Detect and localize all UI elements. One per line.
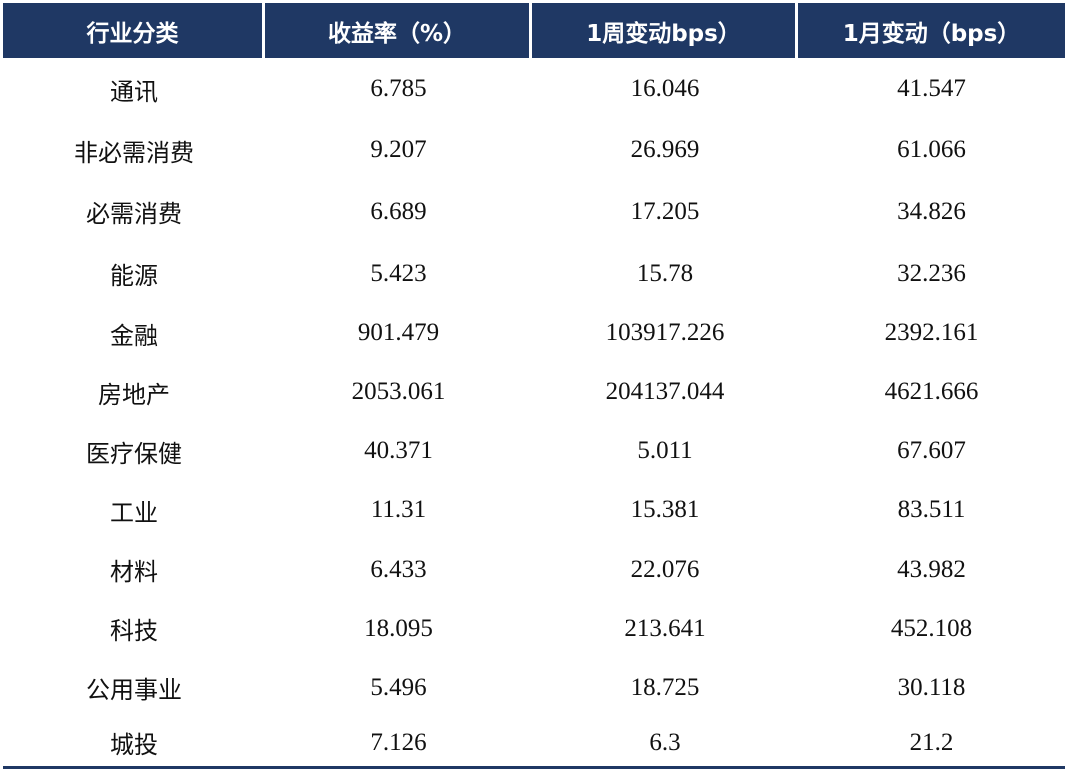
cell-industry: 非必需消费 bbox=[74, 138, 194, 167]
cell-yield: 9.207 bbox=[370, 136, 427, 163]
cell-1w-change: 26.969 bbox=[630, 136, 700, 163]
header-yield: 收益率（%） bbox=[265, 3, 532, 58]
cell-yield: 6.785 bbox=[370, 75, 427, 102]
cell-industry: 材料 bbox=[110, 558, 158, 586]
header-1m-change: 1月变动（bps） bbox=[798, 3, 1065, 58]
table-body: 通讯 6.785 16.046 41.547 非必需消费 9.207 26.969 61.06… bbox=[3, 58, 1065, 768]
cell-1m-change: 41.547 bbox=[897, 75, 966, 102]
cell-industry: 能源 bbox=[110, 262, 158, 290]
table-header: 行业分类 收益率（%） 1周变动bps） 1月变动（bps） bbox=[3, 3, 1065, 58]
cell-yield: 40.371 bbox=[364, 437, 433, 464]
cell-1m-change: 61.066 bbox=[897, 136, 966, 163]
header-industry: 行业分类 bbox=[3, 3, 265, 58]
cell-1w-change: 17.205 bbox=[630, 197, 700, 225]
cell-1w-change: 22.076 bbox=[630, 555, 700, 583]
cell-yield: 6.689 bbox=[370, 197, 427, 225]
cell-1m-change: 4621.666 bbox=[884, 378, 979, 405]
cell-1w-change: 6.3 bbox=[649, 728, 681, 756]
table-row: 工业 11.31 15.381 83.511 bbox=[3, 480, 1065, 540]
cell-yield: 901.479 bbox=[357, 319, 440, 346]
cell-yield: 7.126 bbox=[370, 728, 427, 756]
cell-1w-change: 103917.226 bbox=[605, 319, 725, 346]
cell-industry: 房地产 bbox=[98, 380, 170, 409]
table-row: 科技 18.095 213.641 452.108 bbox=[3, 599, 1065, 658]
cell-1m-change: 67.607 bbox=[897, 437, 966, 464]
cell-1m-change: 21.2 bbox=[909, 728, 954, 756]
cell-yield: 6.433 bbox=[370, 555, 427, 583]
header-row: 行业分类 收益率（%） 1周变动bps） 1月变动（bps） bbox=[3, 3, 1065, 58]
cell-industry: 城投 bbox=[110, 731, 158, 759]
cell-yield: 5.496 bbox=[370, 673, 427, 701]
cell-1w-change: 15.78 bbox=[636, 259, 694, 287]
cell-1m-change: 83.511 bbox=[897, 496, 966, 523]
cell-yield: 18.095 bbox=[364, 614, 433, 642]
cell-1m-change: 34.826 bbox=[897, 197, 966, 225]
cell-1w-change: 18.725 bbox=[630, 673, 700, 701]
table-row: 能源 5.423 15.78 32.236 bbox=[3, 243, 1065, 304]
cell-industry: 工业 bbox=[110, 498, 158, 527]
industry-yield-table: 行业分类 收益率（%） 1周变动bps） 1月变动（bps） 通讯 6.785 16… bbox=[3, 3, 1065, 768]
cell-industry: 金融 bbox=[110, 321, 158, 350]
table-row: 公用事业 5.496 18.725 30.118 bbox=[3, 658, 1065, 717]
table-row: 必需消费 6.689 17.205 34.826 bbox=[3, 180, 1065, 243]
table-row: 通讯 6.785 16.046 41.547 bbox=[3, 58, 1065, 120]
cell-industry: 必需消费 bbox=[86, 200, 182, 228]
cell-industry: 公用事业 bbox=[86, 676, 182, 704]
cell-yield: 5.423 bbox=[370, 259, 427, 287]
cell-yield: 11.31 bbox=[370, 496, 427, 523]
table-row: 医疗保健 40.371 5.011 67.607 bbox=[3, 422, 1065, 480]
table-row: 非必需消费 9.207 26.969 61.066 bbox=[3, 120, 1065, 180]
table-row: 房地产 2053.061 204137.044 4621.666 bbox=[3, 362, 1065, 422]
bottom-rule bbox=[3, 766, 1065, 769]
cell-industry: 科技 bbox=[110, 617, 158, 645]
cell-1w-change: 204137.044 bbox=[605, 378, 725, 405]
cell-1w-change: 213.641 bbox=[624, 614, 706, 642]
cell-1m-change: 32.236 bbox=[897, 259, 966, 287]
cell-1m-change: 2392.161 bbox=[884, 319, 979, 346]
yield-table-container: 行业分类 收益率（%） 1周变动bps） 1月变动（bps） 通讯 6.785 16… bbox=[3, 3, 1065, 768]
table-row: 金融 901.479 103917.226 2392.161 bbox=[3, 304, 1065, 362]
cell-yield: 2053.061 bbox=[351, 378, 446, 405]
cell-1w-change: 16.046 bbox=[630, 75, 700, 102]
cell-1m-change: 43.982 bbox=[897, 555, 966, 583]
cell-1m-change: 452.108 bbox=[890, 614, 973, 642]
cell-1w-change: 5.011 bbox=[637, 437, 693, 464]
cell-industry: 医疗保健 bbox=[86, 439, 182, 468]
cell-1w-change: 15.381 bbox=[630, 496, 700, 523]
cell-1m-change: 30.118 bbox=[897, 673, 966, 701]
table-row: 材料 6.433 22.076 43.982 bbox=[3, 540, 1065, 599]
header-1w-change: 1周变动bps） bbox=[532, 3, 798, 58]
table-row: 城投 7.126 6.3 21.2 bbox=[3, 717, 1065, 768]
cell-industry: 通讯 bbox=[110, 77, 158, 106]
